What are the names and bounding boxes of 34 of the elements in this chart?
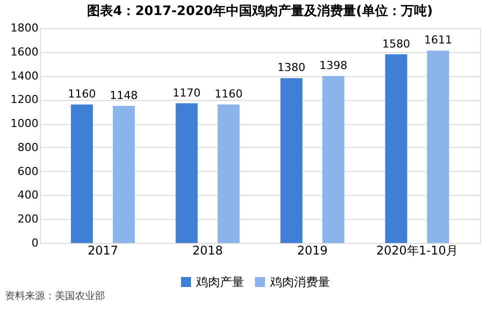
y-tick-label: 0 — [32, 236, 38, 250]
bar — [427, 50, 450, 243]
y-tick-label: 600 — [18, 164, 38, 178]
data-label: 1170 — [172, 86, 201, 100]
bar — [218, 104, 240, 243]
bar — [322, 76, 344, 243]
bar — [385, 54, 408, 243]
y-tick-label: 1200 — [10, 93, 38, 106]
legend-label: 鸡肉产量 — [195, 275, 244, 289]
bar — [176, 103, 198, 243]
data-label: 1160 — [68, 87, 96, 100]
bar — [70, 104, 93, 243]
x-tick-label: 2020年1-10月 — [376, 244, 458, 258]
x-tick-label: 2018 — [192, 244, 223, 258]
chart-title: 图表4：2017-2020年中国鸡肉产量及消费量(单位：万吨) — [87, 3, 433, 19]
data-label: 1580 — [382, 37, 410, 50]
data-label: 1148 — [110, 88, 138, 102]
data-label: 1611 — [424, 34, 452, 47]
bar — [112, 106, 135, 243]
data-label: 1160 — [214, 87, 243, 100]
y-tick-label: 200 — [18, 212, 38, 226]
y-tick-label: 1600 — [10, 45, 38, 58]
y-tick-label: 400 — [18, 188, 38, 202]
y-tick-label: 1800 — [10, 22, 38, 34]
x-tick-label: 2017 — [88, 244, 118, 258]
text: 资料来源：美国农业部 — [5, 290, 105, 302]
bar — [280, 78, 302, 243]
y-tick-label: 1000 — [10, 117, 38, 130]
x-tick-label: 2019 — [297, 244, 328, 258]
y-tick-label: 800 — [18, 140, 38, 154]
y-tick-label: 1400 — [10, 69, 38, 82]
legend-label: 鸡肉消费量 — [269, 275, 330, 289]
data-label: 1398 — [319, 59, 348, 72]
data-label: 1380 — [277, 61, 306, 74]
